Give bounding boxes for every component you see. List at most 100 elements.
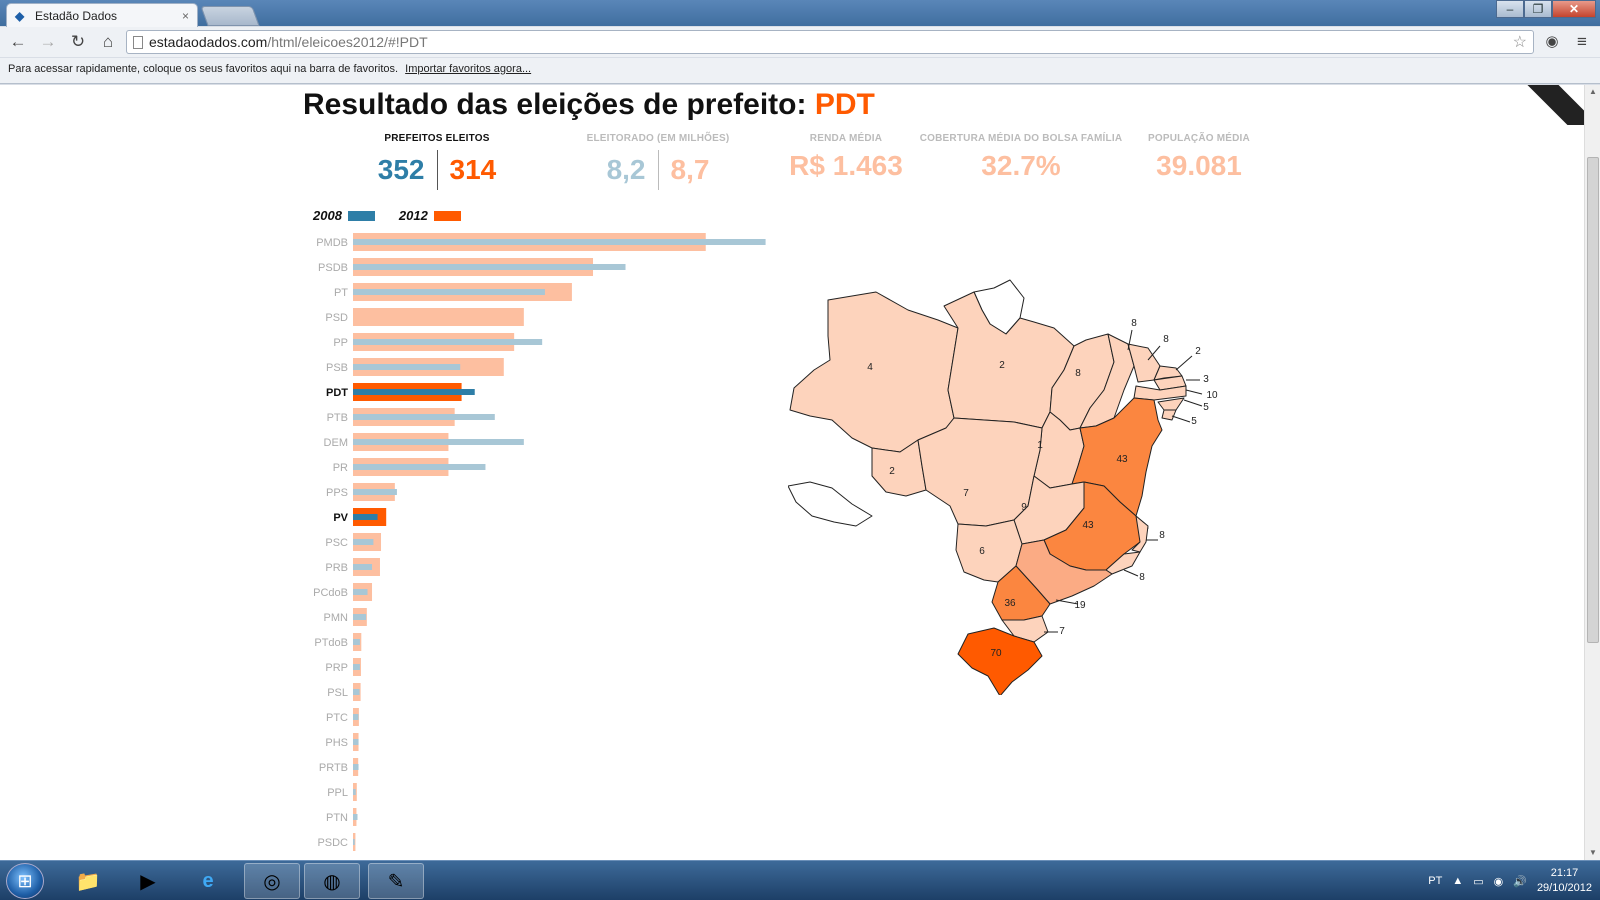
map-label-ce: 8 <box>1163 334 1169 345</box>
map-label-es: 8 <box>1159 530 1165 541</box>
extension-icon[interactable]: ◉ <box>1545 33 1559 50</box>
new-tab-button[interactable] <box>200 6 260 26</box>
tab-close-icon[interactable]: × <box>181 8 189 23</box>
clock[interactable]: 21:17 29/10/2012 <box>1537 866 1592 896</box>
close-window-button[interactable]: ✕ <box>1552 0 1596 18</box>
category-label-pmdb[interactable]: PMDB <box>316 237 348 249</box>
map-label-pa: 2 <box>999 360 1005 371</box>
bar-2008-pps[interactable] <box>353 489 397 495</box>
category-label-pv[interactable]: PV <box>333 512 348 524</box>
maximize-button[interactable]: ❐ <box>1524 0 1552 18</box>
category-label-pr[interactable]: PR <box>333 462 348 474</box>
category-label-psd[interactable]: PSD <box>325 312 348 324</box>
bar-2008-dem[interactable] <box>353 439 524 445</box>
bar-2012-psd[interactable] <box>353 308 524 326</box>
bar-2008-psc[interactable] <box>353 539 374 545</box>
state-ba[interactable] <box>1071 397 1163 517</box>
avast-icon[interactable]: ◉ <box>1493 875 1504 888</box>
internet-explorer-app-icon[interactable]: e <box>202 869 214 892</box>
category-label-pp[interactable]: PP <box>333 337 348 349</box>
back-arrow-icon[interactable]: ← <box>9 32 27 51</box>
category-label-prtb[interactable]: PRTB <box>319 762 348 774</box>
category-label-prb[interactable]: PRB <box>325 562 348 574</box>
category-label-pdt[interactable]: PDT <box>326 387 348 399</box>
firefox-app-icon[interactable]: ◍ <box>304 863 360 899</box>
category-label-phs[interactable]: PHS <box>325 737 348 749</box>
scroll-down-arrow-icon[interactable]: ▼ <box>1589 848 1597 857</box>
legend-2012-label: 2012 <box>398 208 428 223</box>
scroll-thumb[interactable] <box>1587 157 1599 643</box>
bar-2008-psb[interactable] <box>353 364 461 370</box>
bar-2008-pmdb[interactable] <box>353 239 766 245</box>
state-rs[interactable] <box>957 627 1043 695</box>
state-ac[interactable] <box>788 481 873 527</box>
bar-2008-ptn[interactable] <box>353 814 358 820</box>
tab-estadao-dados[interactable]: ◆ Estadão Dados × <box>6 3 198 27</box>
map-label-sp: 19 <box>1074 600 1086 611</box>
bar-2008-pmn[interactable] <box>353 614 367 620</box>
bar-2008-pcdob[interactable] <box>353 589 368 595</box>
stat-eleitorado-label: ELEITORADO (EM MILHÕES) <box>586 133 730 144</box>
explorer-app-icon[interactable]: 📁 <box>75 870 101 893</box>
category-label-pps[interactable]: PPS <box>326 487 348 499</box>
start-button[interactable]: ⊞ <box>6 863 44 899</box>
media-player-app-icon[interactable]: ▶ <box>140 870 156 893</box>
category-label-pcdob[interactable]: PCdoB <box>313 587 348 599</box>
bookmark-star-icon[interactable]: ☆ <box>1512 34 1527 51</box>
state-al[interactable] <box>1157 397 1185 411</box>
category-label-ppl[interactable]: PPL <box>327 787 348 799</box>
chrome-app-icon[interactable]: ◎ <box>244 863 300 899</box>
bookmarks-bar: Para acessar rapidamente, coloque os seu… <box>0 58 1600 84</box>
bar-2008-phs[interactable] <box>353 739 359 745</box>
bar-2008-prb[interactable] <box>353 564 373 570</box>
bar-2008-prp[interactable] <box>353 664 360 670</box>
bar-2008-pr[interactable] <box>353 464 486 470</box>
bar-2008-psdb[interactable] <box>353 264 626 270</box>
state-am[interactable] <box>789 291 959 453</box>
bar-2008-ptdob[interactable] <box>353 639 360 645</box>
bar-2008-psl[interactable] <box>353 689 360 695</box>
category-label-ptb[interactable]: PTB <box>327 412 348 424</box>
url-text[interactable]: estadaodados.com/html/eleicoes2012/#!PDT <box>149 34 428 50</box>
bar-2008-ptc[interactable] <box>353 714 359 720</box>
network-icon[interactable]: ▭ <box>1473 875 1484 888</box>
bar-2008-ppl[interactable] <box>353 789 356 795</box>
vertical-scrollbar[interactable]: ▲ ▼ <box>1584 85 1600 860</box>
reload-icon[interactable]: ↻ <box>70 32 86 51</box>
scroll-up-arrow-icon[interactable]: ▲ <box>1589 87 1597 96</box>
category-label-ptc[interactable]: PTC <box>326 712 348 724</box>
bar-2008-prtb[interactable] <box>353 764 359 770</box>
category-label-psc[interactable]: PSC <box>325 537 348 549</box>
map-label-sc: 7 <box>1059 626 1065 637</box>
minimize-button[interactable]: – <box>1496 0 1524 18</box>
category-label-pmn[interactable]: PMN <box>324 612 349 624</box>
category-label-psdc[interactable]: PSDC <box>317 837 348 849</box>
corner-ribbon[interactable] <box>1524 85 1584 125</box>
tab-strip: ◆ Estadão Dados × – ❐ ✕ <box>0 0 1600 27</box>
home-icon[interactable]: ⌂ <box>102 32 114 51</box>
bar-2008-psdc[interactable] <box>353 839 355 845</box>
category-label-dem[interactable]: DEM <box>324 437 348 449</box>
category-label-prp[interactable]: PRP <box>325 662 348 674</box>
volume-icon[interactable]: 🔊 <box>1513 875 1527 888</box>
bar-2008-pv[interactable] <box>353 514 378 520</box>
bar-2008-ptb[interactable] <box>353 414 495 420</box>
category-label-ptn[interactable]: PTN <box>326 812 348 824</box>
language-indicator[interactable]: PT <box>1428 875 1443 887</box>
menu-icon[interactable]: ≡ <box>1577 32 1587 51</box>
tray-expand-icon[interactable]: ▲ <box>1452 875 1464 887</box>
bar-2008-pp[interactable] <box>353 339 543 345</box>
import-bookmarks-link[interactable]: Importar favoritos agora... <box>405 63 532 75</box>
bar-2008-pt[interactable] <box>353 289 545 295</box>
category-label-psl[interactable]: PSL <box>327 687 348 699</box>
notepad-app-icon[interactable]: ✎ <box>368 863 424 899</box>
map-label-pi: 8 <box>1131 318 1137 329</box>
category-label-pt[interactable]: PT <box>334 287 348 299</box>
category-label-psdb[interactable]: PSDB <box>318 262 348 274</box>
category-label-ptdob[interactable]: PTdoB <box>314 637 348 649</box>
bar-2008-pdt[interactable] <box>353 389 475 395</box>
state-se[interactable] <box>1161 409 1177 421</box>
address-bar[interactable]: estadaodados.com/html/eleicoes2012/#!PDT… <box>126 30 1534 54</box>
category-label-psb[interactable]: PSB <box>326 362 348 374</box>
forward-arrow-icon[interactable]: → <box>39 32 57 51</box>
